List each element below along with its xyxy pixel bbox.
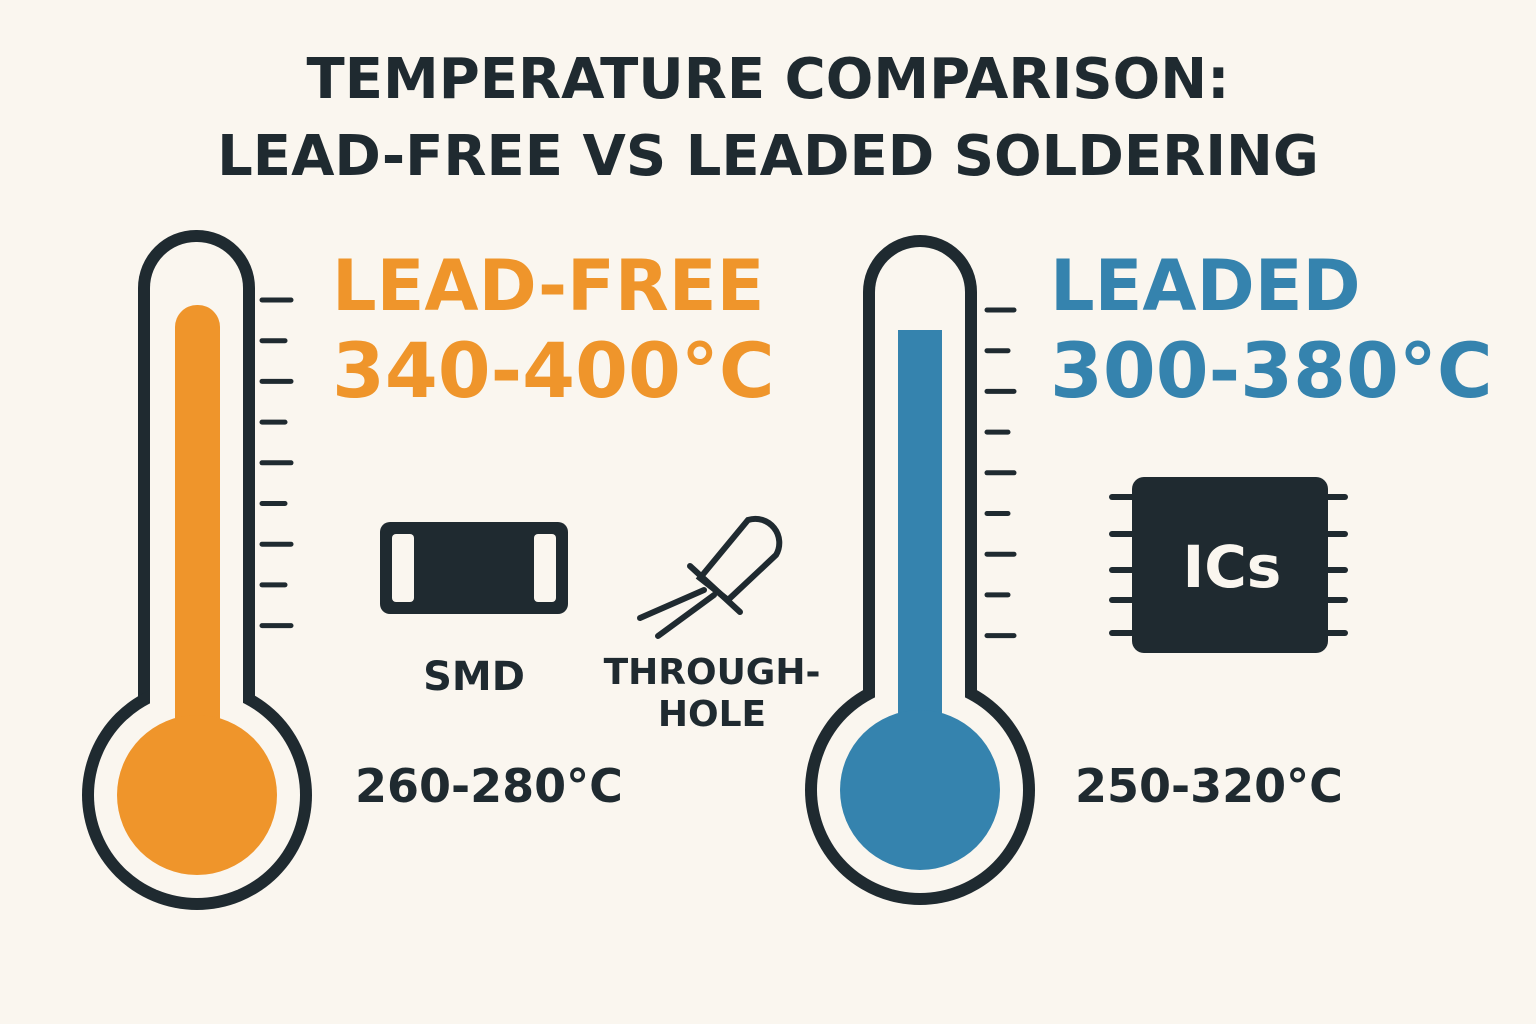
ic-icon (1109, 477, 1348, 653)
thermometer (82, 230, 312, 910)
component-label: SMD (423, 654, 525, 700)
component-label: ICs (1183, 533, 1282, 601)
fill-tube (175, 305, 220, 785)
title-line: LEAD-FREE VS LEADED SOLDERING (217, 124, 1319, 189)
panel-label: LEAD-FREE (332, 245, 764, 327)
component-label: THROUGH- (604, 652, 821, 693)
fill-bulb (117, 715, 277, 875)
led-icon (637, 515, 783, 639)
tick-marks (259, 297, 294, 629)
component-label: HOLE (658, 694, 766, 735)
smd-icon (380, 522, 568, 614)
panel-range: 340-400°C (332, 326, 775, 415)
panel-label: LEADED (1050, 245, 1361, 327)
fill-bulb (840, 710, 1000, 870)
component-range: 260-280°C (355, 759, 623, 813)
tick-marks (984, 307, 1017, 639)
panel-range: 300-380°C (1050, 326, 1493, 415)
fill-tube (898, 330, 942, 780)
component-range: 250-320°C (1075, 759, 1343, 813)
thermometer (805, 235, 1035, 905)
title-line: TEMPERATURE COMPARISON: (307, 47, 1230, 112)
